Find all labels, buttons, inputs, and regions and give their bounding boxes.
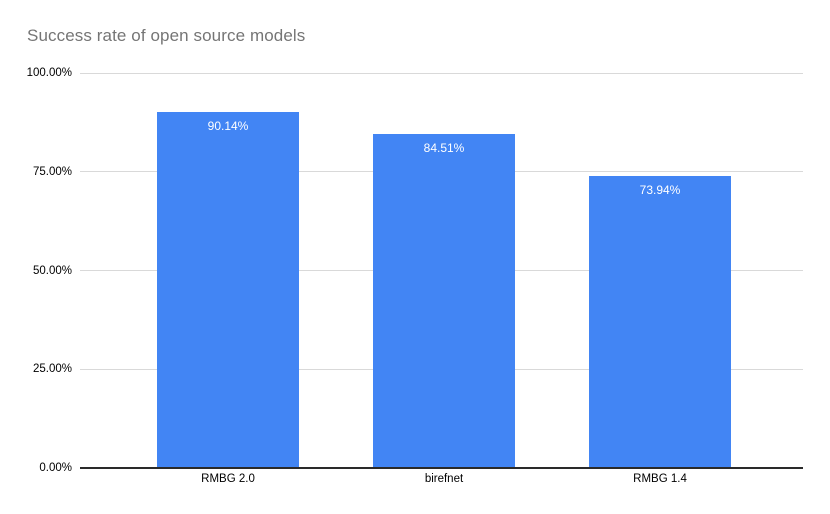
bar-value-label: 90.14% <box>207 118 249 133</box>
bar-rmbg-1-4 <box>589 175 731 467</box>
bar-value-label: 84.51% <box>423 141 465 156</box>
bar-value-label: 73.94% <box>639 182 681 197</box>
y-axis-tick-label: 50.00% <box>32 264 72 277</box>
chart-title: Success rate of open source models <box>27 26 306 45</box>
y-axis-tick-label: 75.00% <box>32 165 72 178</box>
bar-rmbg-2-0 <box>157 111 299 467</box>
x-axis-category-label: RMBG 2.0 <box>201 473 255 485</box>
x-axis-category-label: RMBG 1.4 <box>633 473 687 485</box>
gridline <box>80 72 803 74</box>
y-axis-tick-label: 100.00% <box>26 67 72 79</box>
x-axis-category-label: birefnet <box>424 473 464 485</box>
bar-birefnet <box>373 134 515 467</box>
x-axis-line <box>80 466 803 469</box>
y-axis-tick-label: 25.00% <box>32 363 72 376</box>
y-axis-tick-label: 0.00% <box>39 462 72 474</box>
